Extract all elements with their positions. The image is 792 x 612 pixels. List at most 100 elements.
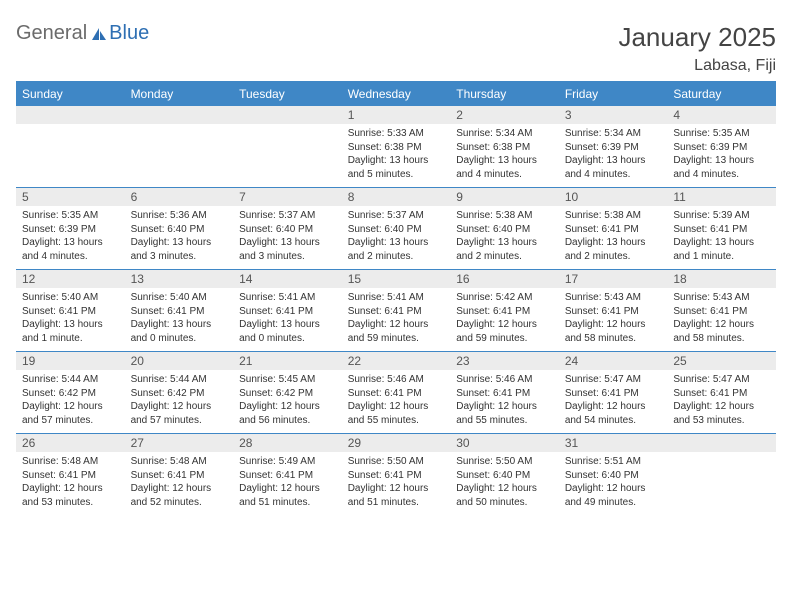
calendar-cell: 11Sunrise: 5:39 AM Sunset: 6:41 PM Dayli… — [667, 188, 776, 270]
empty-day-details — [667, 452, 776, 502]
calendar-week-row: 5Sunrise: 5:35 AM Sunset: 6:39 PM Daylig… — [16, 188, 776, 270]
day-number: 6 — [125, 188, 234, 206]
calendar-cell: 1Sunrise: 5:33 AM Sunset: 6:38 PM Daylig… — [342, 106, 451, 188]
calendar-cell: 19Sunrise: 5:44 AM Sunset: 6:42 PM Dayli… — [16, 352, 125, 434]
day-number: 13 — [125, 270, 234, 288]
day-details: Sunrise: 5:45 AM Sunset: 6:42 PM Dayligh… — [233, 370, 342, 433]
calendar-cell: 6Sunrise: 5:36 AM Sunset: 6:40 PM Daylig… — [125, 188, 234, 270]
day-details: Sunrise: 5:40 AM Sunset: 6:41 PM Dayligh… — [16, 288, 125, 351]
day-number: 28 — [233, 434, 342, 452]
calendar-cell: 23Sunrise: 5:46 AM Sunset: 6:41 PM Dayli… — [450, 352, 559, 434]
calendar-cell: 10Sunrise: 5:38 AM Sunset: 6:41 PM Dayli… — [559, 188, 668, 270]
day-number: 26 — [16, 434, 125, 452]
day-number: 16 — [450, 270, 559, 288]
calendar-cell: 24Sunrise: 5:47 AM Sunset: 6:41 PM Dayli… — [559, 352, 668, 434]
day-details: Sunrise: 5:41 AM Sunset: 6:41 PM Dayligh… — [233, 288, 342, 351]
calendar-table: Sunday Monday Tuesday Wednesday Thursday… — [16, 81, 776, 515]
day-details: Sunrise: 5:35 AM Sunset: 6:39 PM Dayligh… — [667, 124, 776, 187]
calendar-cell — [667, 434, 776, 516]
col-saturday: Saturday — [667, 82, 776, 106]
day-details: Sunrise: 5:34 AM Sunset: 6:39 PM Dayligh… — [559, 124, 668, 187]
calendar-cell: 27Sunrise: 5:48 AM Sunset: 6:41 PM Dayli… — [125, 434, 234, 516]
calendar-cell: 2Sunrise: 5:34 AM Sunset: 6:38 PM Daylig… — [450, 106, 559, 188]
day-number: 9 — [450, 188, 559, 206]
calendar-cell: 14Sunrise: 5:41 AM Sunset: 6:41 PM Dayli… — [233, 270, 342, 352]
calendar-cell: 13Sunrise: 5:40 AM Sunset: 6:41 PM Dayli… — [125, 270, 234, 352]
day-number: 8 — [342, 188, 451, 206]
empty-day-number — [125, 106, 234, 124]
calendar-cell: 21Sunrise: 5:45 AM Sunset: 6:42 PM Dayli… — [233, 352, 342, 434]
location-label: Labasa, Fiji — [618, 57, 776, 75]
calendar-cell: 20Sunrise: 5:44 AM Sunset: 6:42 PM Dayli… — [125, 352, 234, 434]
col-sunday: Sunday — [16, 82, 125, 106]
day-number: 7 — [233, 188, 342, 206]
day-details: Sunrise: 5:37 AM Sunset: 6:40 PM Dayligh… — [342, 206, 451, 269]
logo-text-blue: Blue — [109, 22, 149, 45]
day-number: 22 — [342, 352, 451, 370]
day-details: Sunrise: 5:38 AM Sunset: 6:41 PM Dayligh… — [559, 206, 668, 269]
day-number: 24 — [559, 352, 668, 370]
empty-day-details — [233, 124, 342, 174]
day-details: Sunrise: 5:47 AM Sunset: 6:41 PM Dayligh… — [667, 370, 776, 433]
day-header-row: Sunday Monday Tuesday Wednesday Thursday… — [16, 82, 776, 106]
calendar-week-row: 26Sunrise: 5:48 AM Sunset: 6:41 PM Dayli… — [16, 434, 776, 516]
calendar-cell: 22Sunrise: 5:46 AM Sunset: 6:41 PM Dayli… — [342, 352, 451, 434]
calendar-cell: 9Sunrise: 5:38 AM Sunset: 6:40 PM Daylig… — [450, 188, 559, 270]
calendar-cell: 5Sunrise: 5:35 AM Sunset: 6:39 PM Daylig… — [16, 188, 125, 270]
col-friday: Friday — [559, 82, 668, 106]
logo: General Blue — [16, 22, 149, 45]
logo-sail-icon — [91, 27, 107, 41]
month-title: January 2025 — [618, 22, 776, 53]
calendar-cell: 4Sunrise: 5:35 AM Sunset: 6:39 PM Daylig… — [667, 106, 776, 188]
calendar-cell: 30Sunrise: 5:50 AM Sunset: 6:40 PM Dayli… — [450, 434, 559, 516]
day-number: 31 — [559, 434, 668, 452]
day-details: Sunrise: 5:33 AM Sunset: 6:38 PM Dayligh… — [342, 124, 451, 187]
day-details: Sunrise: 5:43 AM Sunset: 6:41 PM Dayligh… — [559, 288, 668, 351]
calendar-cell: 17Sunrise: 5:43 AM Sunset: 6:41 PM Dayli… — [559, 270, 668, 352]
day-details: Sunrise: 5:47 AM Sunset: 6:41 PM Dayligh… — [559, 370, 668, 433]
calendar-cell: 12Sunrise: 5:40 AM Sunset: 6:41 PM Dayli… — [16, 270, 125, 352]
empty-day-number — [233, 106, 342, 124]
calendar-cell: 31Sunrise: 5:51 AM Sunset: 6:40 PM Dayli… — [559, 434, 668, 516]
calendar-cell: 18Sunrise: 5:43 AM Sunset: 6:41 PM Dayli… — [667, 270, 776, 352]
day-details: Sunrise: 5:35 AM Sunset: 6:39 PM Dayligh… — [16, 206, 125, 269]
empty-day-details — [125, 124, 234, 174]
day-details: Sunrise: 5:50 AM Sunset: 6:40 PM Dayligh… — [450, 452, 559, 515]
day-details: Sunrise: 5:48 AM Sunset: 6:41 PM Dayligh… — [125, 452, 234, 515]
calendar-cell: 7Sunrise: 5:37 AM Sunset: 6:40 PM Daylig… — [233, 188, 342, 270]
day-number: 3 — [559, 106, 668, 124]
col-wednesday: Wednesday — [342, 82, 451, 106]
day-number: 21 — [233, 352, 342, 370]
day-details: Sunrise: 5:39 AM Sunset: 6:41 PM Dayligh… — [667, 206, 776, 269]
day-number: 19 — [16, 352, 125, 370]
col-thursday: Thursday — [450, 82, 559, 106]
day-number: 30 — [450, 434, 559, 452]
calendar-cell: 29Sunrise: 5:50 AM Sunset: 6:41 PM Dayli… — [342, 434, 451, 516]
day-details: Sunrise: 5:38 AM Sunset: 6:40 PM Dayligh… — [450, 206, 559, 269]
day-details: Sunrise: 5:49 AM Sunset: 6:41 PM Dayligh… — [233, 452, 342, 515]
day-number: 17 — [559, 270, 668, 288]
empty-day-number — [16, 106, 125, 124]
title-block: January 2025 Labasa, Fiji — [618, 22, 776, 75]
calendar-cell: 28Sunrise: 5:49 AM Sunset: 6:41 PM Dayli… — [233, 434, 342, 516]
calendar-cell: 25Sunrise: 5:47 AM Sunset: 6:41 PM Dayli… — [667, 352, 776, 434]
day-details: Sunrise: 5:40 AM Sunset: 6:41 PM Dayligh… — [125, 288, 234, 351]
day-details: Sunrise: 5:50 AM Sunset: 6:41 PM Dayligh… — [342, 452, 451, 515]
day-number: 15 — [342, 270, 451, 288]
day-details: Sunrise: 5:51 AM Sunset: 6:40 PM Dayligh… — [559, 452, 668, 515]
logo-text-general: General — [16, 22, 87, 45]
calendar-week-row: 19Sunrise: 5:44 AM Sunset: 6:42 PM Dayli… — [16, 352, 776, 434]
page-header: General Blue January 2025 Labasa, Fiji — [16, 22, 776, 75]
calendar-cell — [233, 106, 342, 188]
day-details: Sunrise: 5:34 AM Sunset: 6:38 PM Dayligh… — [450, 124, 559, 187]
calendar-cell: 16Sunrise: 5:42 AM Sunset: 6:41 PM Dayli… — [450, 270, 559, 352]
day-number: 29 — [342, 434, 451, 452]
day-details: Sunrise: 5:44 AM Sunset: 6:42 PM Dayligh… — [16, 370, 125, 433]
day-details: Sunrise: 5:46 AM Sunset: 6:41 PM Dayligh… — [450, 370, 559, 433]
day-details: Sunrise: 5:37 AM Sunset: 6:40 PM Dayligh… — [233, 206, 342, 269]
calendar-cell: 26Sunrise: 5:48 AM Sunset: 6:41 PM Dayli… — [16, 434, 125, 516]
calendar-cell: 8Sunrise: 5:37 AM Sunset: 6:40 PM Daylig… — [342, 188, 451, 270]
calendar-cell: 3Sunrise: 5:34 AM Sunset: 6:39 PM Daylig… — [559, 106, 668, 188]
day-number: 10 — [559, 188, 668, 206]
day-number: 5 — [16, 188, 125, 206]
